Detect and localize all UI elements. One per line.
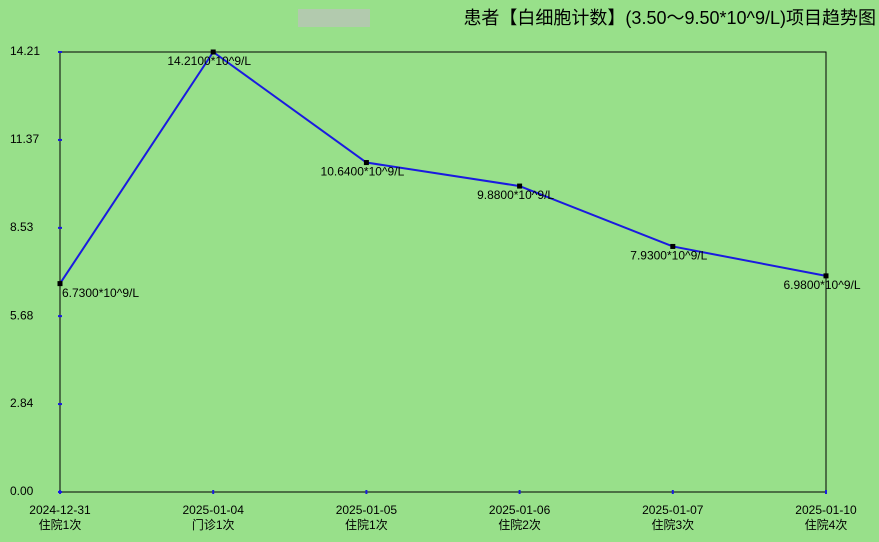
data-point	[57, 281, 63, 287]
y-tick-label: 8.53	[10, 220, 34, 234]
x-tick-sublabel: 住院3次	[651, 518, 694, 532]
x-tick-sublabel: 住院1次	[345, 518, 388, 532]
y-tick-label: 2.84	[10, 396, 34, 410]
x-tick-label: 2025-01-04	[183, 503, 245, 517]
x-tick-sublabel: 住院1次	[39, 518, 82, 532]
y-tick-label: 11.37	[10, 132, 39, 146]
x-tick-sublabel: 门诊1次	[192, 517, 235, 532]
x-tick-label: 2025-01-07	[642, 503, 704, 517]
x-tick-sublabel: 住院2次	[498, 518, 541, 532]
data-point	[210, 49, 216, 55]
chart-title: 患者【白细胞计数】(3.50～9.50*10^9/L)项目趋势图	[463, 8, 876, 28]
x-tick-label: 2025-01-05	[336, 503, 398, 517]
data-point	[670, 243, 676, 249]
y-tick-label: 5.68	[10, 308, 34, 322]
data-label: 10.6400*10^9/L	[321, 165, 405, 179]
data-label: 9.8800*10^9/L	[477, 188, 554, 202]
data-point	[823, 273, 829, 279]
data-label: 14.2100*10^9/L	[167, 54, 251, 68]
data-point	[517, 183, 523, 189]
x-tick-label: 2025-01-10	[795, 503, 857, 517]
data-line	[59, 50, 827, 285]
x-tick-label: 2025-01-06	[489, 503, 551, 517]
data-label: 6.7300*10^9/L	[62, 286, 139, 300]
x-tick-label: 2024-12-31	[29, 503, 91, 517]
data-label: 7.9300*10^9/L	[630, 249, 707, 263]
data-label: 6.9800*10^9/L	[783, 278, 860, 292]
plot-border	[59, 51, 827, 493]
y-tick-label: 14.21	[10, 44, 40, 58]
data-point	[363, 160, 369, 166]
redacted-name	[298, 9, 370, 27]
y-tick-label: 0.00	[10, 484, 34, 498]
x-tick-sublabel: 住院4次	[805, 518, 848, 532]
